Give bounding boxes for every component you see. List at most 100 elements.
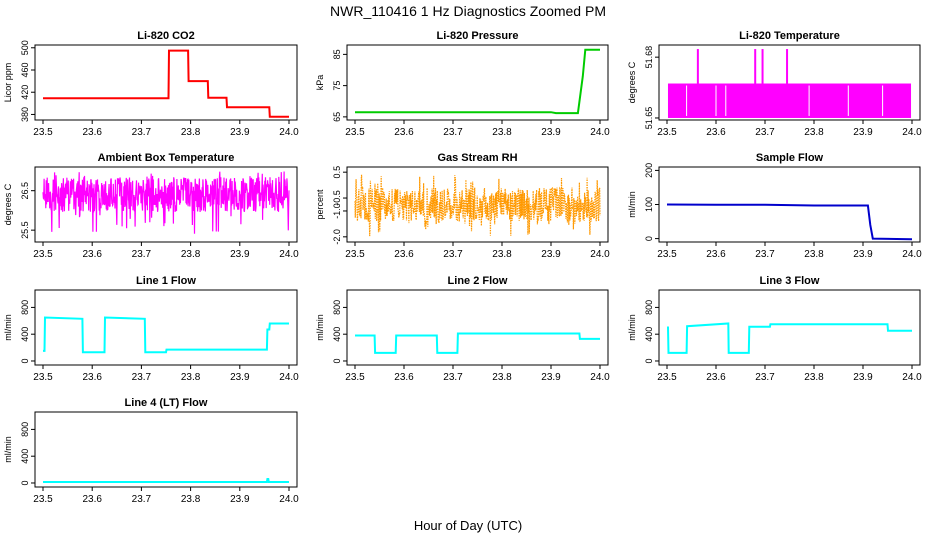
x-tick-label: 23.8 <box>181 372 201 383</box>
x-tick-label: 23.6 <box>394 372 414 383</box>
x-tick-label: 23.6 <box>706 249 726 260</box>
x-tick-label: 23.5 <box>657 127 677 138</box>
x-tick-label: 23.9 <box>853 127 873 138</box>
plot-frame <box>34 289 298 366</box>
series-band <box>667 83 912 118</box>
y-axis-label: ml/min <box>627 314 637 341</box>
x-tick-label: 23.6 <box>82 372 102 383</box>
y-axis-label: ml/min <box>3 314 13 341</box>
x-tick-label: 23.9 <box>853 372 873 383</box>
y-tick-label: 800 <box>332 300 342 315</box>
x-tick-label: 23.6 <box>82 494 102 505</box>
y-tick-label: 500 <box>20 40 30 55</box>
x-tick-label: 23.7 <box>132 494 152 505</box>
x-tick-label: 23.9 <box>230 127 250 138</box>
x-tick-label: 23.6 <box>82 127 102 138</box>
x-tick-label: 23.5 <box>657 372 677 383</box>
y-axis-label: ml/min <box>627 191 637 218</box>
x-tick-label: 23.8 <box>804 372 824 383</box>
y-tick-label: 460 <box>20 62 30 77</box>
series-line <box>355 48 600 115</box>
panel-title: Line 1 Flow <box>136 275 196 287</box>
panel-5: Gas Stream RH 23.5 23.6 23.7 23.8 23.9 24.0 -2.… <box>315 152 610 260</box>
x-tick-label: 23.5 <box>33 249 53 260</box>
y-tick-label: 0 <box>644 236 654 241</box>
x-tick-label: 23.6 <box>394 127 414 138</box>
series-line <box>43 316 289 354</box>
panel-4: Ambient Box Temperature 23.5 23.6 23.7 23.8 2… <box>3 152 299 260</box>
y-axis-label: degrees C <box>3 183 13 225</box>
x-tick-label: 23.8 <box>492 372 512 383</box>
x-tick-label: 23.9 <box>230 249 250 260</box>
y-tick-label: 0 <box>20 358 30 363</box>
x-tick-label: 23.9 <box>853 249 873 260</box>
x-tick-label: 24.0 <box>279 127 299 138</box>
panel-title: Li-820 Pressure <box>437 30 519 42</box>
x-tick-label: 23.8 <box>804 127 824 138</box>
x-tick-label: 23.5 <box>345 249 365 260</box>
x-tick-label: 23.7 <box>755 127 775 138</box>
x-tick-label: 23.8 <box>492 249 512 260</box>
y-axis-label: ml/min <box>315 314 325 341</box>
y-axis-label: ml/min <box>3 436 13 463</box>
y-tick-label: 51.65 <box>644 107 654 130</box>
x-tick-label: 23.7 <box>443 372 463 383</box>
x-tick-label: 23.7 <box>755 249 775 260</box>
y-tick-label: 65 <box>332 112 342 122</box>
x-tick-label: 24.0 <box>902 249 922 260</box>
x-tick-label: 23.7 <box>443 249 463 260</box>
series-line <box>42 171 290 234</box>
x-tick-label: 24.0 <box>590 249 610 260</box>
panel-title: Li-820 CO2 <box>137 30 194 42</box>
x-tick-label: 23.8 <box>804 249 824 260</box>
x-tick-label: 24.0 <box>279 249 299 260</box>
y-axis-label: percent <box>315 189 325 220</box>
x-tick-label: 24.0 <box>902 372 922 383</box>
x-tick-label: 23.7 <box>132 372 152 383</box>
x-tick-label: 23.6 <box>706 127 726 138</box>
x-tick-label: 23.9 <box>541 127 561 138</box>
x-tick-label: 23.8 <box>181 494 201 505</box>
plot-frame <box>34 411 298 488</box>
y-tick-label: 800 <box>20 422 30 437</box>
x-tick-label: 23.5 <box>345 372 365 383</box>
panel-title: Line 2 Flow <box>448 275 508 287</box>
series-line <box>43 478 289 483</box>
plot-frame <box>658 44 921 121</box>
y-tick-label: 0.5 <box>332 166 342 179</box>
y-tick-label: 200 <box>644 163 654 178</box>
x-tick-label: 23.5 <box>345 127 365 138</box>
series-line <box>355 332 600 354</box>
series-line <box>666 203 913 241</box>
y-tick-label: 75 <box>332 81 342 91</box>
panel-title: Line 4 (LT) Flow <box>125 397 208 409</box>
x-tick-label: 23.9 <box>541 372 561 383</box>
panel-title: Line 3 Flow <box>760 275 820 287</box>
y-tick-label: 26.5 <box>20 182 30 200</box>
plot-frame <box>346 44 609 121</box>
y-tick-label: 85 <box>332 49 342 59</box>
y-tick-label: 400 <box>332 327 342 342</box>
plot-frame <box>346 166 609 243</box>
y-tick-label: 0 <box>332 358 342 363</box>
x-tick-label: 23.9 <box>541 249 561 260</box>
x-tick-label: 23.6 <box>82 249 102 260</box>
plot-frame <box>346 289 609 366</box>
x-tick-label: 23.8 <box>181 249 201 260</box>
x-tick-label: 24.0 <box>902 127 922 138</box>
x-tick-label: 23.8 <box>181 127 201 138</box>
x-tick-label: 23.7 <box>132 249 152 260</box>
y-tick-label: 0 <box>20 480 30 485</box>
panel-title: Li-820 Temperature <box>739 30 840 42</box>
y-tick-label: 400 <box>20 327 30 342</box>
x-tick-label: 23.5 <box>33 494 53 505</box>
x-tick-label: 23.6 <box>706 372 726 383</box>
x-tick-label: 23.7 <box>443 127 463 138</box>
panel-6: Sample Flow 23.5 23.6 23.7 23.8 23.9 24.0 0 100 2… <box>627 152 922 260</box>
y-axis-label: kPa <box>315 75 325 91</box>
panel-7: Line 1 Flow 23.5 23.6 23.7 23.8 23.9 24.0 0 400 8… <box>3 275 299 383</box>
x-tick-label: 24.0 <box>279 372 299 383</box>
y-tick-label: -2.0 <box>332 229 342 245</box>
x-tick-label: 23.5 <box>33 372 53 383</box>
